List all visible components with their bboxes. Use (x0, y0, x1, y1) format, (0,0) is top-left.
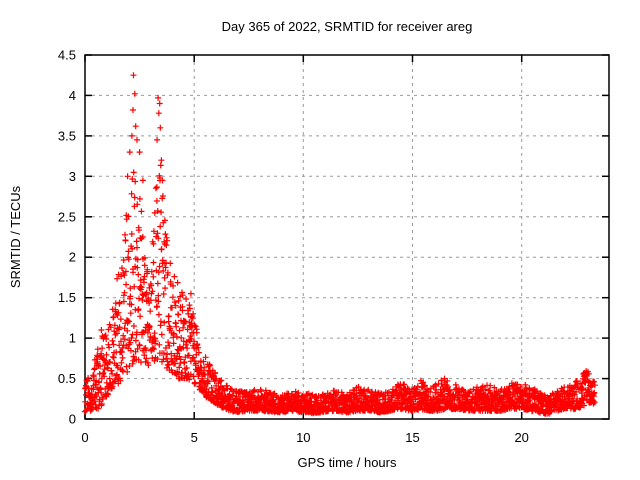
y-tick-label: 2 (69, 250, 76, 265)
chart-title: Day 365 of 2022, SRMTID for receiver are… (221, 19, 473, 34)
x-tick-label: 5 (191, 430, 198, 445)
y-axis-label: SRMTID / TECUs (8, 185, 23, 289)
x-tick-label: 0 (81, 430, 88, 445)
y-tick-label: 0 (69, 412, 76, 427)
y-tick-label: 1.5 (58, 290, 76, 305)
y-tick-label: 1 (69, 331, 76, 346)
y-tick-label: 4 (69, 88, 76, 103)
y-tick-label: 4.5 (58, 48, 76, 63)
y-tick-label: 3 (69, 169, 76, 184)
y-tick-label: 2.5 (58, 209, 76, 224)
y-tick-label: 3.5 (58, 128, 76, 143)
x-tick-labels: 0 5 10 15 20 (81, 430, 529, 445)
x-tick-label: 20 (514, 430, 528, 445)
x-tick-label: 10 (296, 430, 310, 445)
x-tick-label: 15 (405, 430, 419, 445)
grid-lines (85, 55, 609, 419)
axis-ticks (84, 54, 609, 420)
x-axis-label: GPS time / hours (297, 455, 397, 470)
y-tick-label: 0.5 (58, 371, 76, 386)
peak-data-points (98, 72, 194, 333)
y-tick-labels: 0 0.5 1 1.5 2 2.5 3 3.5 4 4.5 (58, 48, 76, 427)
plot-border (84, 54, 610, 420)
data-points (81, 162, 598, 417)
